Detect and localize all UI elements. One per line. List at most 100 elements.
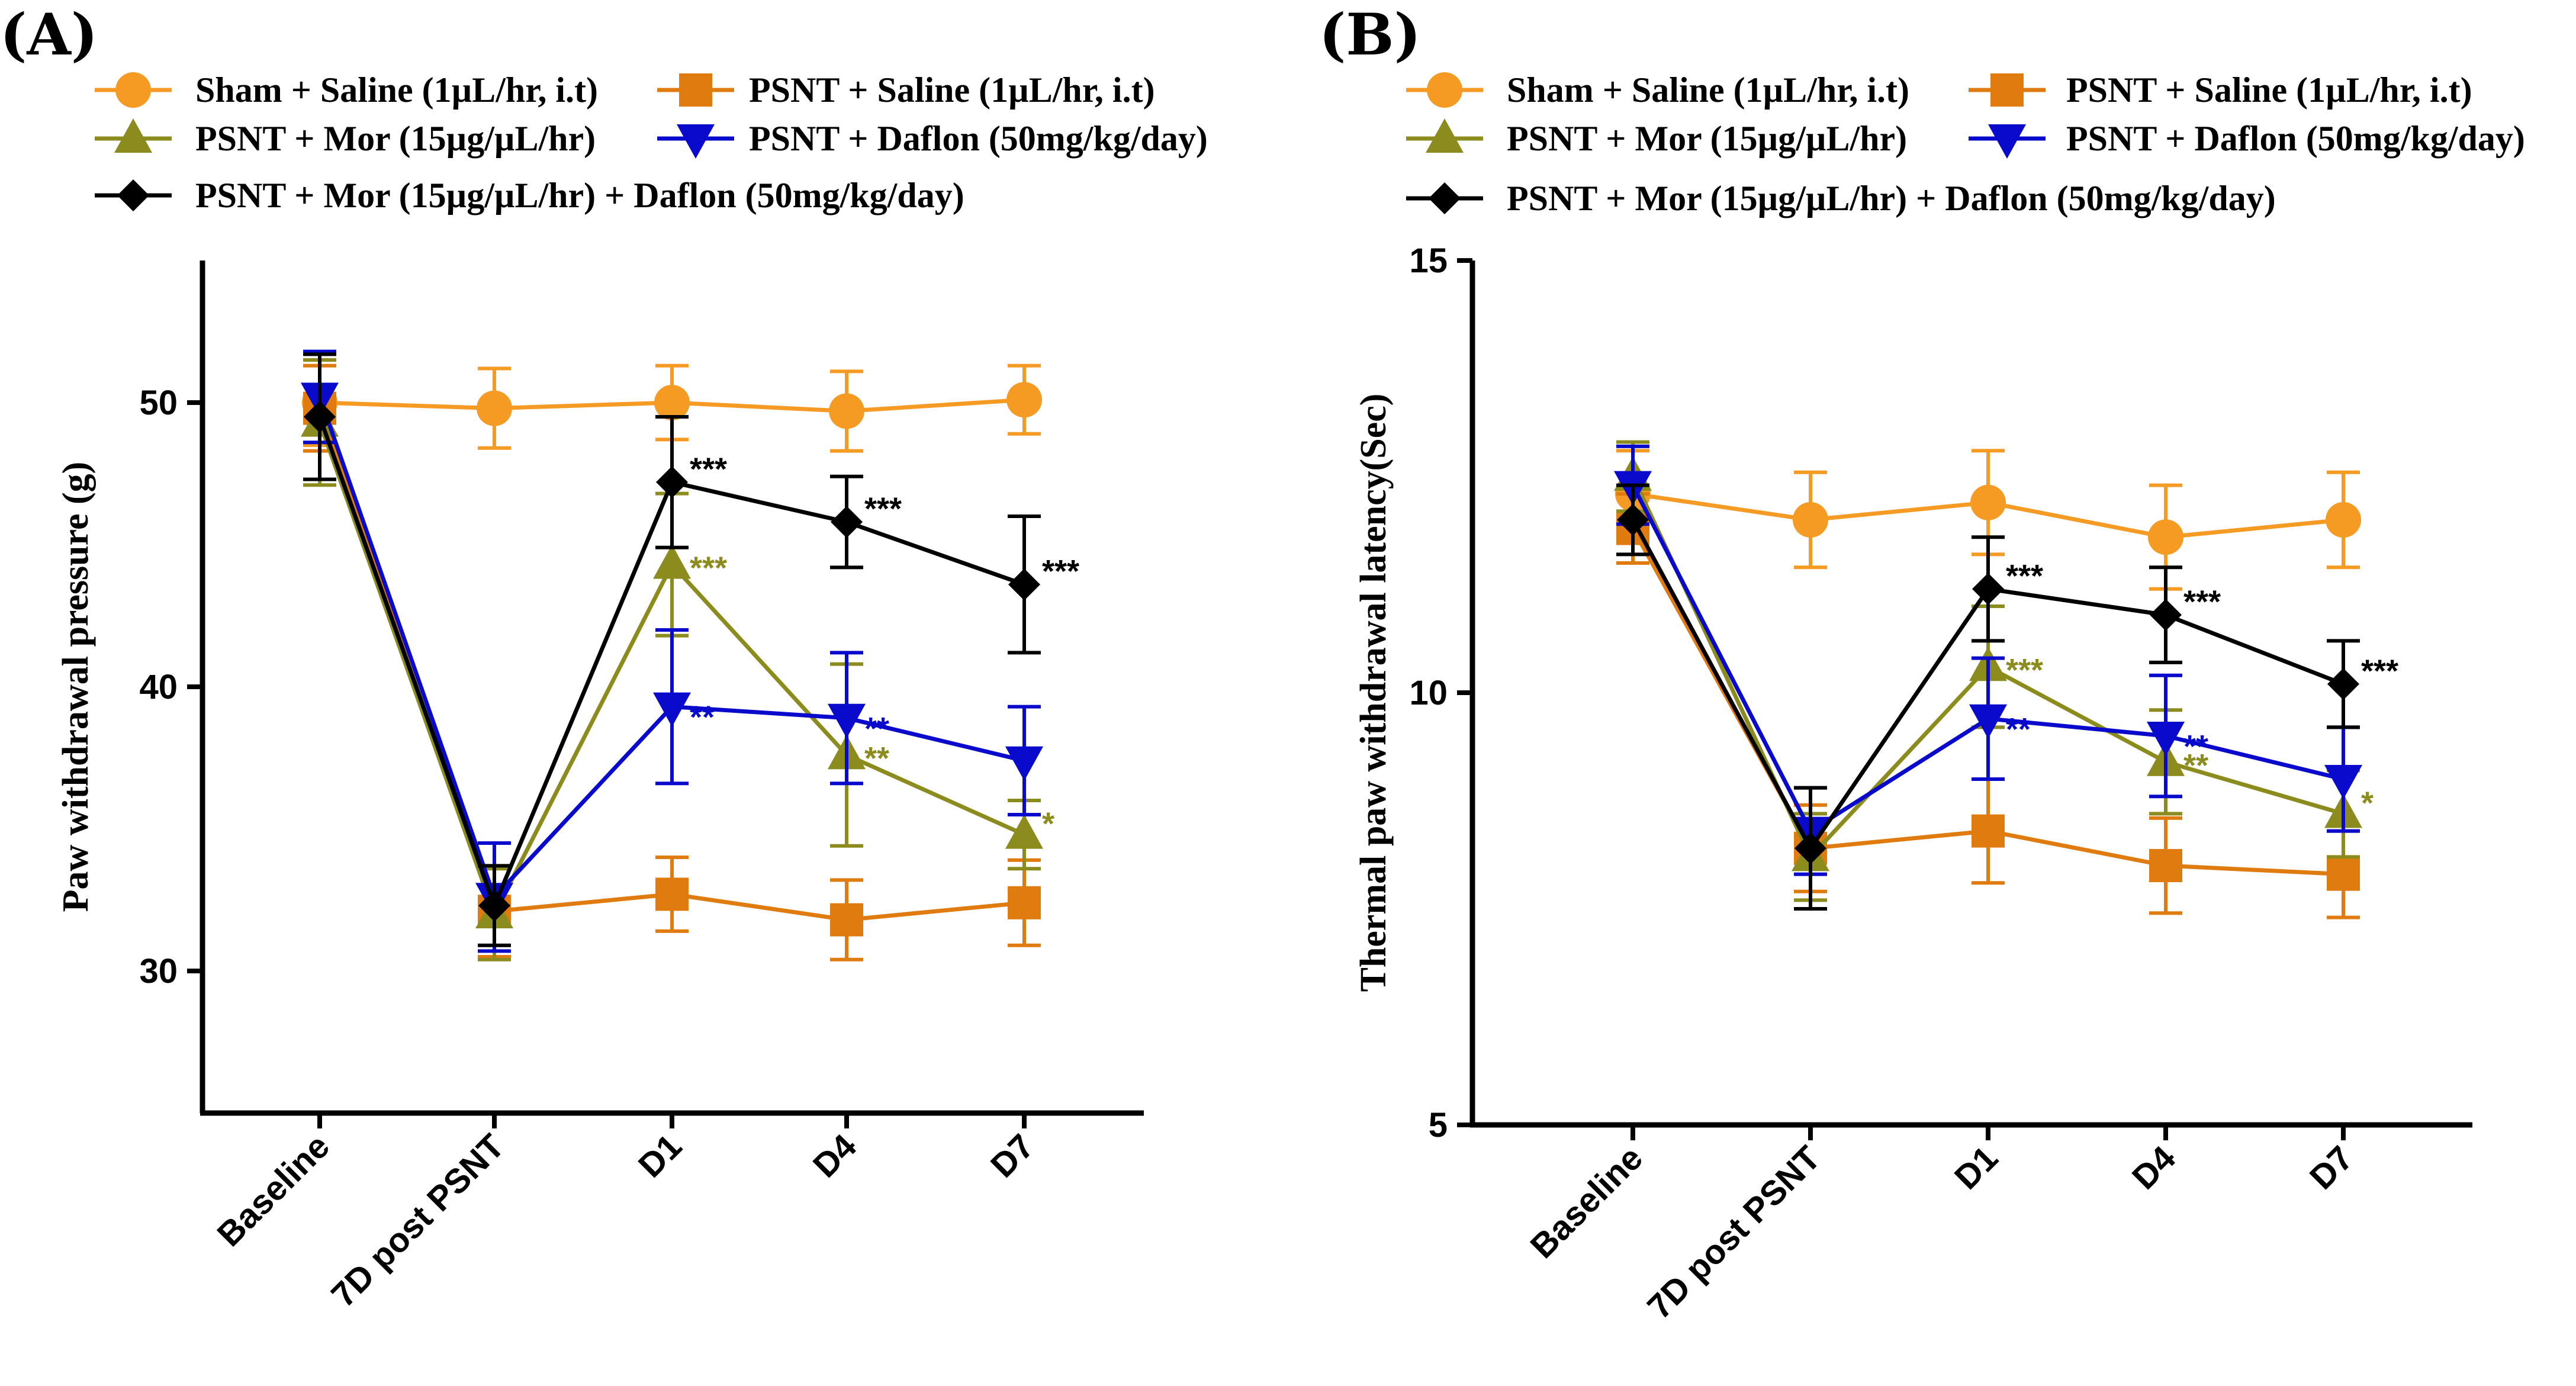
x-tick-label: D4: [806, 1127, 864, 1185]
data-point: [478, 889, 510, 922]
x-tick-label: D1: [631, 1127, 689, 1185]
legend-entry: Sham + Saline (1µL/hr, i.t): [1406, 70, 1909, 110]
significance-label: ***: [2006, 558, 2043, 594]
series: *********: [303, 352, 1079, 947]
x-tick-label: Baseline: [210, 1127, 337, 1254]
legend-label: PSNT + Mor (15µg/µL/hr): [195, 119, 596, 158]
data-point: [1969, 704, 2007, 739]
significance-label: **: [864, 711, 889, 747]
legend-entry: PSNT + Mor (15µg/µL/hr): [1406, 118, 1907, 158]
legend-entry: PSNT + Daflon (50mg/kg/day): [657, 119, 1208, 159]
y-tick-label: 30: [139, 952, 178, 991]
legend-label: PSNT + Mor (15µg/µL/hr) + Daflon (50mg/k…: [1507, 179, 2276, 218]
legend-label: Sham + Saline (1µL/hr, i.t): [1507, 70, 1909, 110]
significance-label: ***: [2361, 653, 2398, 689]
significance-label: ***: [1042, 554, 1079, 589]
y-tick-label: 15: [1409, 242, 1448, 280]
data-point: [655, 877, 689, 911]
legend-entry: PSNT + Saline (1µL/hr, i.t): [1969, 70, 2472, 110]
legend-entry: PSNT + Saline (1µL/hr, i.t): [657, 70, 1155, 110]
legend-label: PSNT + Daflon (50mg/kg/day): [749, 119, 1208, 158]
data-point: [828, 703, 866, 738]
y-tick-label: 40: [139, 668, 178, 706]
data-point: [2324, 765, 2362, 799]
data-point: [1008, 568, 1040, 601]
legend-marker: [677, 124, 715, 159]
data-point: [1794, 832, 1826, 864]
legend-label: PSNT + Saline (1µL/hr, i.t): [749, 70, 1155, 110]
data-point: [1972, 573, 2004, 605]
significance-label: ***: [2006, 652, 2043, 688]
legend-entry: PSNT + Mor (15µg/µL/hr): [95, 118, 596, 158]
significance-label: *: [1042, 806, 1054, 842]
data-point: [829, 393, 864, 429]
significance-label: ***: [690, 451, 727, 487]
legend-marker: [115, 72, 151, 108]
data-point: [2149, 849, 2182, 882]
data-point: [1006, 382, 1042, 418]
legend-entry: PSNT + Daflon (50mg/kg/day): [1969, 119, 2525, 159]
legend-marker: [1988, 124, 2026, 159]
significance-label: *: [2361, 785, 2374, 821]
legend-entry: Sham + Saline (1µL/hr, i.t): [95, 70, 598, 110]
x-tick-label: Baseline: [1523, 1139, 1651, 1266]
data-point: [653, 544, 691, 579]
legend-marker: [1426, 118, 1464, 153]
legend: Sham + Saline (1µL/hr, i.t) PSNT + Saline…: [95, 70, 1208, 215]
panel-a: (A) Sham + Saline (1µL/hr, i.t) PSNT + Sal…: [0, 1, 1208, 1314]
significance-label: **: [2183, 729, 2208, 764]
legend-marker: [117, 179, 149, 211]
data-point: [1005, 814, 1043, 849]
y-tick-label: 5: [1429, 1106, 1448, 1144]
data-point: [2148, 519, 2183, 555]
data-point: [477, 390, 512, 426]
legend-label: Sham + Saline (1µL/hr, i.t): [195, 70, 598, 110]
y-axis-label: Thermal paw withdrawal latency(Sec): [1353, 394, 1394, 992]
significance-label: ***: [864, 491, 902, 527]
y-axis-label: Paw withdrawal pressure (g): [56, 462, 96, 912]
data-point: [2326, 502, 2361, 538]
data-point: [2147, 722, 2185, 756]
data-point: [830, 903, 863, 937]
x-tick-label: D1: [1947, 1139, 2005, 1197]
data-point: [2327, 668, 2359, 700]
x-tick-label: D7: [983, 1127, 1041, 1185]
data-point: [2150, 599, 2182, 631]
data-point: [656, 466, 688, 499]
data-point: [1972, 814, 2005, 848]
significance-label: **: [2183, 748, 2208, 783]
x-tick-label: 7D post PSNT: [324, 1127, 512, 1314]
legend-label: PSNT + Mor (15µg/µL/hr): [1507, 119, 1907, 158]
data-point: [2327, 857, 2360, 891]
legend-marker: [1429, 182, 1461, 214]
data-point: [1617, 504, 1649, 536]
legend-label: PSNT + Saline (1µL/hr, i.t): [2066, 70, 2472, 110]
legend-label: PSNT + Mor (15µg/µL/hr) + Daflon (50mg/k…: [195, 176, 964, 215]
data-point: [654, 385, 690, 420]
legend-marker: [679, 73, 712, 107]
data-point: [831, 506, 863, 538]
data-point: [1008, 886, 1041, 919]
legend-marker: [1990, 73, 2024, 107]
data-point: [1970, 484, 2006, 520]
x-tick-label: 7D post PSNT: [1640, 1139, 1828, 1326]
data-point: [304, 401, 336, 433]
y-tick-label: 50: [139, 384, 178, 422]
significance-label: ***: [2183, 584, 2221, 620]
panel-b: (B) Sham + Saline (1µL/hr, i.t) PSNT + Sal…: [1319, 1, 2525, 1326]
series: *********: [1616, 483, 2398, 911]
legend-label: PSNT + Daflon (50mg/kg/day): [2066, 119, 2525, 158]
panel-label: (A): [0, 1, 98, 68]
legend: Sham + Saline (1µL/hr, i.t) PSNT + Saline…: [1406, 70, 2525, 218]
data-point: [653, 692, 691, 727]
y-tick-label: 10: [1409, 674, 1448, 712]
legend-entry: PSNT + Mor (15µg/µL/hr) + Daflon (50mg/k…: [95, 176, 964, 215]
legend-entry: PSNT + Mor (15µg/µL/hr) + Daflon (50mg/k…: [1406, 179, 2276, 218]
series: ******: [301, 358, 1054, 961]
x-tick-label: D7: [2302, 1139, 2360, 1197]
significance-label: ***: [690, 551, 727, 586]
data-point: [1005, 746, 1043, 781]
data-point: [1793, 502, 1828, 538]
significance-label: **: [864, 741, 889, 776]
